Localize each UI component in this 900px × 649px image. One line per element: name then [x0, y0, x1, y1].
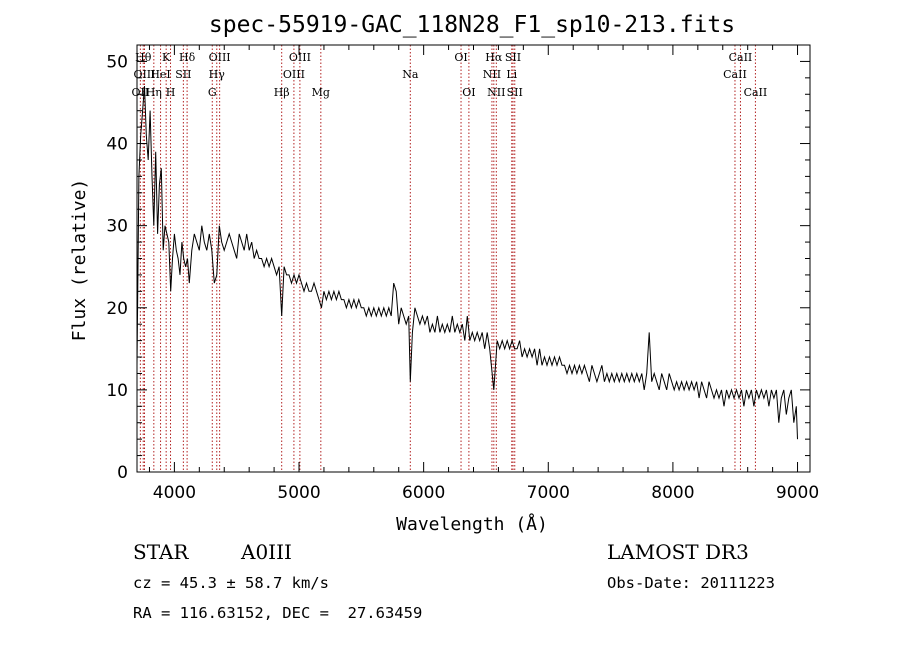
coordinates: RA = 116.63152, DEC = 27.63459	[133, 604, 423, 622]
x-tick-label: 7000	[527, 483, 570, 503]
x-axis-label: Wavelength (Å)	[396, 513, 548, 535]
x-tick-label: 8000	[651, 483, 694, 503]
x-tick-label: 9000	[776, 483, 819, 503]
spectral-line-label: CaII	[744, 86, 768, 99]
spectral-line-label: OIII	[283, 68, 305, 81]
spectral-line-label: K	[162, 51, 171, 64]
y-tick-label: 0	[117, 463, 128, 483]
survey-name: LAMOST DR3	[607, 540, 749, 564]
plot-frame	[136, 44, 811, 473]
x-axis-ticks: 4000 5000 6000 7000 8000 9000	[148, 45, 819, 503]
chart-title: spec-55919-GAC_118N28_F1_sp10-213.fits	[209, 12, 735, 38]
y-tick-label: 10	[106, 381, 128, 401]
redshift-info: cz = 45.3 ± 58.7 km/s	[133, 574, 329, 592]
y-tick-label: 30	[106, 217, 128, 237]
y-tick-label: 20	[106, 299, 128, 319]
spectral-line-label: CaII	[723, 68, 747, 81]
spectral-line-label: HeI	[150, 68, 170, 81]
spectral-line-label: OIII	[209, 51, 231, 64]
spectral-line-label: Na	[402, 68, 419, 81]
spectral-line-label: Mg	[312, 86, 330, 99]
spectral-line-markers	[139, 45, 756, 472]
spectral-line-label: Hθ	[135, 51, 152, 64]
spectral-line-label: G	[208, 86, 217, 99]
spectral-line-label: Hα	[485, 51, 503, 64]
x-tick-label: 4000	[153, 483, 196, 503]
y-axis-ticks: 0 10 20 30 40 50	[106, 44, 810, 483]
x-tick-label: 5000	[277, 483, 320, 503]
spectral-line-label: NII	[487, 86, 505, 99]
obs-date: Obs-Date: 20111223	[607, 574, 775, 592]
spectral-line-label: Li	[506, 68, 517, 81]
spectral-line-label: H	[166, 86, 176, 99]
spectral-line-label: NII	[483, 68, 501, 81]
spectral-line-label: Hγ	[209, 68, 226, 81]
spectral-line-label: Hβ	[274, 86, 290, 99]
y-tick-label: 40	[106, 135, 128, 155]
spectral-subclass: A0III	[241, 540, 292, 564]
spectral-line-label: OI	[462, 86, 475, 99]
spectral-line-label: SII	[507, 86, 523, 99]
spectrum-line	[136, 86, 798, 440]
spectral-line-label: OIII	[289, 51, 311, 64]
spectral-line-label: OI	[454, 51, 467, 64]
spectral-line-labels: OIIHθOIIIHηHeIKHSIIHδGOIIIHγHβOIIIOIIIMg…	[132, 51, 768, 99]
spectral-line-label: CaII	[729, 51, 753, 64]
y-axis-label: Flux (relative)	[69, 179, 90, 342]
spectral-line-label: Hη	[146, 86, 162, 99]
spectral-line-label: SII	[175, 68, 191, 81]
spectral-line-label: Hδ	[179, 51, 196, 64]
y-tick-label: 50	[106, 52, 128, 72]
x-tick-label: 6000	[402, 483, 445, 503]
object-class: STAR	[133, 540, 189, 564]
spectral-line-label: SII	[505, 51, 521, 64]
